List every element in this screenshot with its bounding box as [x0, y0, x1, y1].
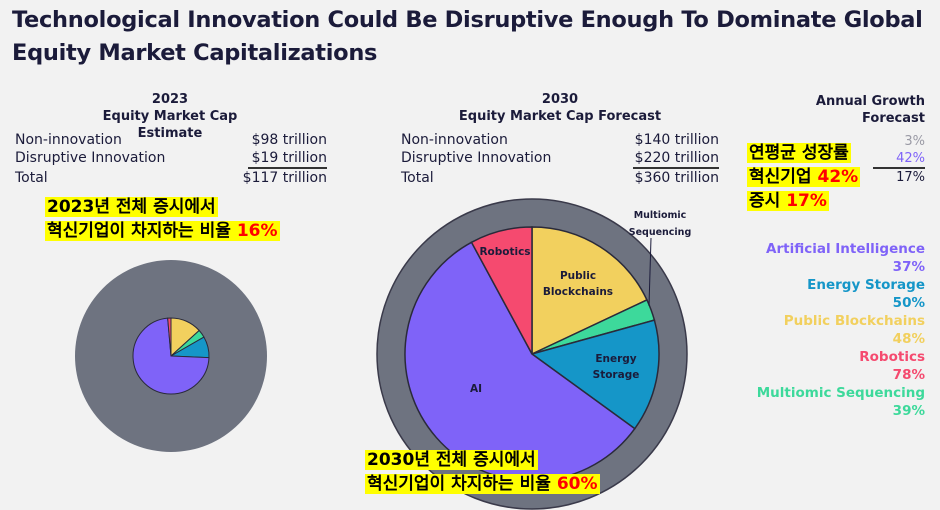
year-2023: 2023	[151, 92, 189, 107]
header-2030: 2030 Equity Market Cap Forecast	[440, 91, 680, 125]
label-multiomic-2: Sequencing	[629, 227, 692, 238]
table-row: Non-innovation $98 trillion	[15, 131, 327, 149]
callout-growth-innovation-value: 42%	[817, 167, 859, 187]
callout-2030-line2: 혁신기업이 차지하는 비율	[367, 474, 551, 494]
growth-header: Annual Growth Forecast	[816, 93, 925, 127]
pie-2030	[404, 226, 660, 482]
row-label: Disruptive Innovation	[15, 150, 166, 166]
year-2030: 2030	[541, 92, 579, 107]
row-value: $140 trillion	[634, 132, 719, 148]
pie-slice-robotics	[470, 226, 533, 355]
table-row: Disruptive Innovation $19 trillion	[15, 149, 327, 169]
callout-growth-line2: 혁신기업	[749, 167, 812, 187]
title-line-2: Equity Market Capitalizations	[12, 40, 378, 66]
label-public-blockchains-2: Blockchains	[543, 286, 613, 298]
table-2023: Non-innovation $98 trillion Disruptive In…	[15, 131, 327, 187]
table-row: Total $117 trillion	[15, 169, 327, 187]
row-value: $220 trillion	[632, 149, 719, 169]
callout-2030: 2030년 전체 증시에서 혁신기업이 차지하는 비율 60%	[365, 448, 600, 496]
legend-item: Robotics 78%	[725, 348, 925, 384]
pie-slice-robotics	[167, 317, 172, 357]
label-robotics: Robotics	[479, 246, 530, 258]
growth-innovation: 42%	[873, 150, 925, 169]
multiomic-leader-line	[648, 237, 652, 307]
table-2030: Non-innovation $140 trillion Disruptive I…	[401, 131, 719, 187]
growth-title-2: Forecast	[862, 111, 925, 126]
pie-slice-public-blockchains	[531, 226, 648, 356]
row-value: $19 trillion	[247, 149, 327, 169]
callout-2023-highlight: 16%	[236, 221, 278, 241]
callout-growth-line3: 증시	[749, 191, 781, 211]
row-label: Total	[401, 170, 434, 186]
legend-item: Public Blockchains 48%	[725, 312, 925, 348]
label-public-blockchains-1: Public	[560, 270, 596, 282]
label-multiomic-1: Multiomic	[634, 210, 687, 221]
callout-2023: 2023년 전체 증시에서 혁신기업이 차지하는 비율 16%	[45, 195, 280, 243]
legend-name: Multiomic Sequencing	[756, 385, 925, 401]
callout-growth: 연평균 성장률 혁신기업 42% 증시 17%	[747, 141, 861, 213]
growth-total: 17%	[896, 170, 925, 185]
row-label: Disruptive Innovation	[401, 150, 552, 166]
table-row: Total $360 trillion	[401, 169, 719, 187]
row-value: $98 trillion	[251, 132, 327, 148]
header-2023: 2023 Equity Market Cap Estimate	[70, 91, 270, 142]
legend-item: Energy Storage 50%	[725, 276, 925, 312]
legend-name: Artificial Intelligence	[766, 241, 925, 257]
row-label: Non-innovation	[15, 132, 122, 148]
row-label: Non-innovation	[401, 132, 508, 148]
label-ai: AI	[470, 383, 482, 395]
callout-growth-market-value: 17%	[786, 191, 827, 211]
segment-legend: Artificial Intelligence 37% Energy Storag…	[725, 240, 925, 420]
title-line-1: Technological Innovation Could Be Disrup…	[12, 7, 923, 33]
pie-2023	[132, 317, 210, 395]
label-energy-storage-1: Energy	[595, 353, 636, 365]
pie-slice-energy-storage	[530, 319, 660, 430]
legend-name: Energy Storage	[807, 277, 925, 293]
legend-item: Artificial Intelligence 37%	[725, 240, 925, 276]
legend-growth: 48%	[892, 331, 925, 347]
table-row: Non-innovation $140 trillion	[401, 131, 719, 149]
legend-name: Robotics	[859, 349, 925, 365]
legend-growth: 37%	[892, 259, 925, 275]
legend-item: Multiomic Sequencing 39%	[725, 384, 925, 420]
growth-values: 3% 42% 17%	[865, 133, 925, 186]
growth-title-1: Annual Growth	[815, 94, 925, 109]
legend-growth: 78%	[892, 367, 925, 383]
growth-non-innovation: 3%	[904, 134, 925, 149]
callout-2030-highlight: 60%	[556, 474, 598, 494]
row-value: $360 trillion	[634, 170, 719, 186]
legend-growth: 39%	[892, 403, 925, 419]
callout-2023-line1: 2023년 전체 증시에서	[45, 197, 218, 217]
pie-slice-ai	[404, 241, 636, 482]
callout-growth-line1: 연평균 성장률	[747, 143, 851, 163]
pie-slice-ai	[132, 317, 210, 395]
callout-2030-line1: 2030년 전체 증시에서	[365, 450, 538, 470]
subtitle-2023: Equity Market Cap Estimate	[102, 109, 238, 141]
table-row: Disruptive Innovation $220 trillion	[401, 149, 719, 169]
row-value: $117 trillion	[242, 170, 327, 186]
legend-name: Public Blockchains	[783, 313, 925, 329]
subtitle-2030: Equity Market Cap Forecast	[458, 109, 662, 124]
callout-2023-line2: 혁신기업이 차지하는 비율	[47, 221, 231, 241]
label-energy-storage-2: Storage	[593, 369, 640, 381]
row-label: Total	[15, 170, 48, 186]
legend-growth: 50%	[892, 295, 925, 311]
page-title: Technological Innovation Could Be Disrup…	[12, 4, 932, 70]
